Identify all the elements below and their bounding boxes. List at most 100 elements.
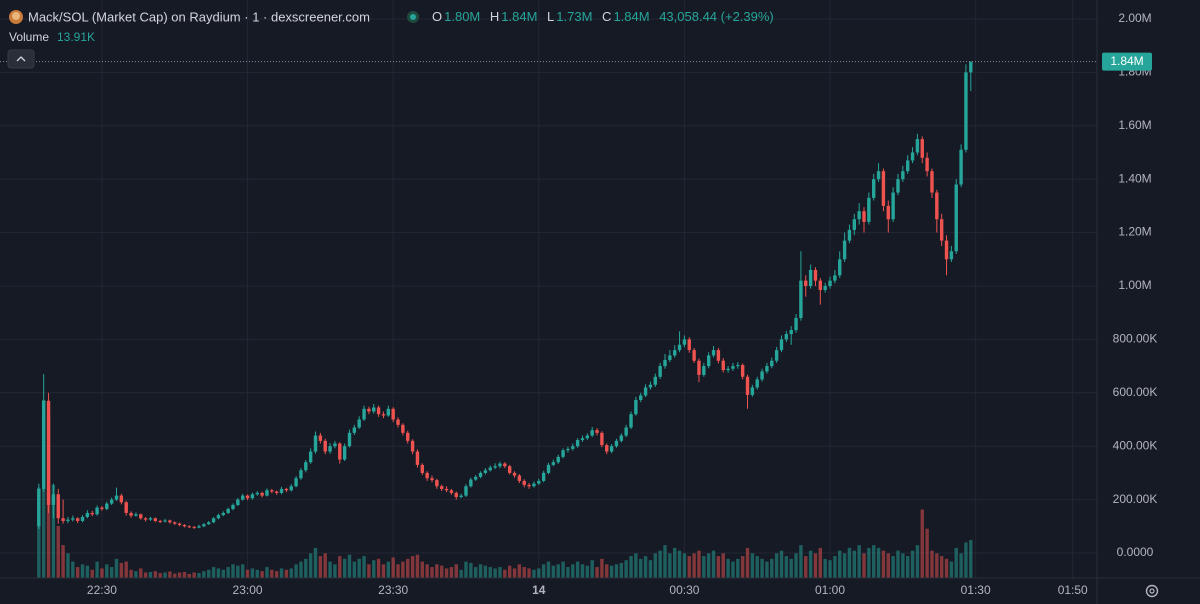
volume-bar — [90, 569, 94, 578]
volume-bar — [828, 560, 832, 578]
candle-body — [648, 384, 653, 388]
candle-body — [954, 184, 958, 252]
candle-body — [333, 443, 337, 447]
y-tick-label: 800.00K — [1113, 332, 1158, 346]
volume-bar — [119, 562, 124, 578]
volume-bar — [153, 571, 158, 578]
candle-body — [226, 508, 230, 513]
volume-bar — [71, 561, 75, 578]
volume-bar — [585, 565, 590, 578]
volume-bar — [323, 553, 327, 578]
volume-bar — [221, 569, 225, 578]
candle-body — [935, 192, 939, 220]
candle-body — [629, 414, 633, 428]
candle-body — [80, 516, 85, 521]
volume-bar — [352, 561, 357, 578]
candle-body — [556, 456, 560, 463]
y-tick-label: 1.60M — [1118, 118, 1151, 132]
volume-bar — [493, 568, 497, 578]
volume-bar — [833, 556, 837, 578]
candle-body — [75, 518, 80, 521]
candle-body — [634, 400, 638, 415]
volume-bar — [289, 568, 293, 578]
volume-bar — [711, 550, 716, 578]
y-tick-label: 2.00M — [1118, 11, 1151, 25]
candle-body — [609, 446, 614, 452]
x-tick-label: 23:00 — [233, 583, 263, 597]
candle-body — [129, 512, 133, 516]
volume-bar — [483, 565, 488, 578]
volume-bar — [677, 550, 682, 578]
volume-bar — [367, 564, 371, 578]
volume-bar — [236, 565, 240, 578]
volume-bar — [231, 564, 235, 578]
volume-bar — [338, 556, 342, 578]
candle-body — [619, 435, 624, 441]
volume-bar — [891, 556, 895, 578]
candle-body — [114, 495, 119, 500]
volume-bar — [561, 561, 565, 578]
gear-icon[interactable] — [1149, 588, 1155, 594]
candle-body — [342, 446, 347, 460]
volume-bar — [459, 569, 463, 578]
volume-bar — [862, 553, 866, 578]
volume-bar — [362, 556, 366, 578]
volume-bar — [643, 556, 648, 578]
volume-bar — [274, 571, 279, 578]
volume-bar — [634, 553, 638, 578]
candle-body — [697, 360, 701, 375]
volume-bar — [930, 550, 934, 578]
volume-bar — [808, 550, 813, 578]
volume-bar — [240, 564, 245, 578]
candle-body — [391, 408, 395, 420]
candle-body — [304, 462, 308, 471]
candle-body — [546, 464, 551, 473]
volume-bar — [740, 556, 745, 578]
candle-body — [173, 522, 177, 524]
volume-bar — [755, 556, 759, 578]
volume-bar — [444, 568, 449, 578]
volume-bar — [420, 561, 424, 578]
volume-bar — [910, 550, 915, 578]
button-box[interactable] — [7, 49, 35, 69]
volume-bar — [959, 553, 963, 578]
volume-bar — [673, 547, 677, 578]
candle-body — [537, 480, 541, 484]
candle-body — [347, 432, 352, 447]
volume-bar — [823, 558, 827, 578]
volume-bar — [488, 567, 492, 578]
candle-body — [338, 443, 342, 460]
candle-body — [755, 379, 759, 388]
volume-bar — [478, 564, 483, 578]
volume-bar — [105, 564, 109, 578]
volume-bar — [779, 550, 784, 578]
candle-body — [808, 269, 813, 286]
volume-bar — [498, 567, 502, 578]
token-icon — [12, 12, 20, 20]
volume-bar — [415, 554, 420, 578]
volume-bar — [260, 571, 264, 578]
candle-body — [493, 466, 497, 468]
gear-icon[interactable] — [1145, 584, 1159, 598]
volume-bar — [148, 571, 153, 578]
volume-bar — [954, 547, 958, 578]
candle-body — [294, 478, 298, 487]
volume-bar — [410, 556, 415, 578]
volume-bar — [304, 558, 308, 578]
candle-body — [867, 197, 871, 222]
candle-body — [740, 365, 745, 377]
candle-body — [386, 408, 391, 416]
candle-body — [318, 435, 323, 441]
volume-bar — [876, 547, 881, 578]
candle-body — [410, 440, 415, 452]
volume-bar — [881, 550, 886, 578]
settings-button[interactable] — [1145, 584, 1159, 598]
candle-body — [109, 499, 114, 504]
candle-body — [876, 171, 881, 180]
collapse-button[interactable] — [7, 49, 35, 69]
last-price-label: 1.84M — [1110, 54, 1143, 68]
chevron-icon[interactable] — [16, 56, 26, 62]
candle-body — [614, 440, 619, 447]
candle-body — [168, 520, 172, 523]
